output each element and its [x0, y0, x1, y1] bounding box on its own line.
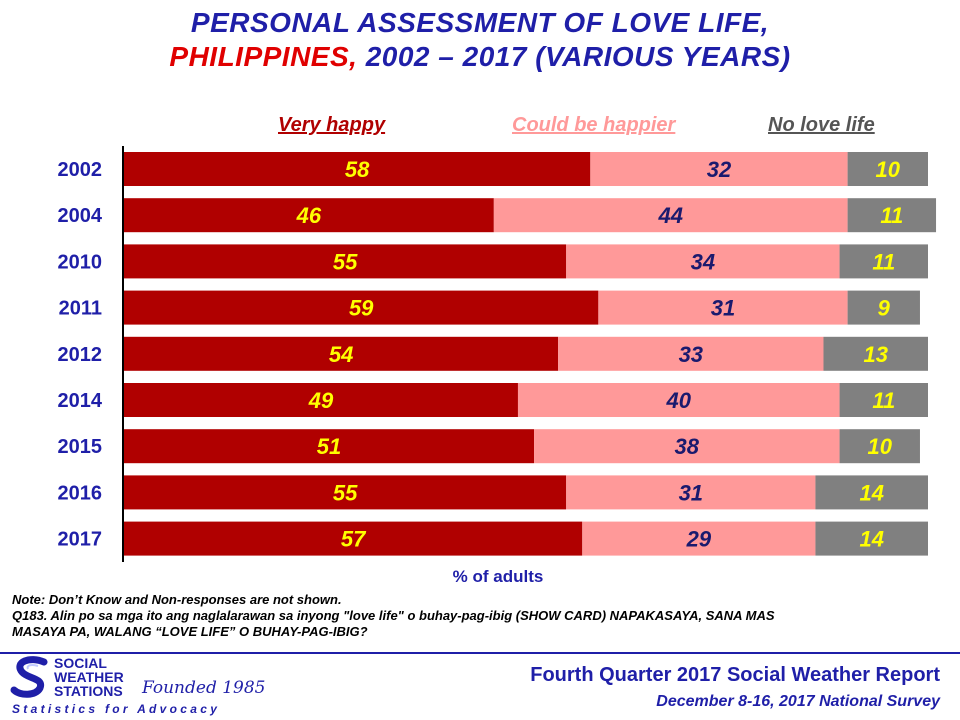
title-country: PHILIPPINES,	[169, 41, 358, 72]
logo-tagline: Statistics for Advocacy	[12, 702, 221, 716]
value-label-could-be-happier-2011: 31	[711, 296, 735, 321]
value-label-could-be-happier-2017: 29	[686, 527, 712, 552]
value-label-very-happy-2012: 54	[329, 342, 353, 367]
bar-no-love-life-2017	[815, 521, 928, 556]
bar-could-be-happier-2014	[517, 383, 840, 417]
year-label-2002: 2002	[58, 159, 103, 181]
title-line-2: PHILIPPINES, 2002 – 2017 (VARIOUS YEARS)	[0, 40, 960, 74]
value-label-very-happy-2017: 57	[341, 527, 367, 552]
bar-very-happy-2002	[124, 152, 591, 186]
year-label-2011: 2011	[59, 298, 102, 320]
value-label-no-love-life-2011: 9	[878, 296, 891, 321]
footer-divider	[0, 652, 960, 654]
bar-could-be-happier-2004	[493, 198, 848, 233]
value-label-could-be-happier-2002: 32	[707, 157, 732, 182]
value-label-no-love-life-2012: 13	[863, 342, 887, 367]
value-label-no-love-life-2010: 11	[872, 249, 895, 274]
note-question-line-2: MASAYA PA, WALANG “LOVE LIFE” O BUHAY-PA…	[12, 624, 368, 639]
bar-no-love-life-2004	[847, 198, 937, 233]
bar-no-love-life-2014	[839, 383, 928, 417]
value-label-very-happy-2015: 51	[317, 434, 341, 459]
value-label-could-be-happier-2004: 44	[657, 203, 682, 228]
bar-no-love-life-2002	[847, 152, 928, 186]
chart-title: PERSONAL ASSESSMENT OF LOVE LIFE, PHILIP…	[0, 6, 960, 74]
logo-stations: STATIONS	[54, 683, 123, 699]
value-label-no-love-life-2002: 10	[876, 157, 901, 182]
bar-very-happy-2016	[124, 475, 567, 510]
value-label-could-be-happier-2010: 34	[691, 249, 715, 274]
bar-no-love-life-2015	[839, 429, 920, 464]
title-years: 2002 – 2017 (VARIOUS YEARS)	[357, 41, 791, 72]
bar-could-be-happier-2017	[582, 521, 816, 556]
bar-no-love-life-2011	[847, 290, 920, 325]
bar-could-be-happier-2002	[590, 152, 848, 186]
year-label-2015: 2015	[58, 436, 103, 458]
value-label-very-happy-2011: 59	[349, 296, 374, 321]
value-label-no-love-life-2014: 11	[872, 388, 895, 413]
sws-s-logo-icon	[10, 656, 48, 698]
bar-very-happy-2011	[124, 290, 599, 325]
year-label-2004: 2004	[58, 205, 103, 227]
legend-no-love-life: No love life	[768, 114, 875, 136]
logo-social: SOCIAL	[54, 655, 107, 671]
value-label-could-be-happier-2012: 33	[679, 342, 703, 367]
value-label-very-happy-2002: 58	[345, 157, 370, 182]
title-line-1: PERSONAL ASSESSMENT OF LOVE LIFE,	[190, 7, 770, 38]
bar-very-happy-2010	[124, 244, 567, 279]
value-label-no-love-life-2016: 14	[859, 480, 883, 505]
year-label-2016: 2016	[58, 482, 103, 504]
value-label-very-happy-2004: 46	[296, 203, 322, 228]
bar-no-love-life-2012	[823, 336, 928, 371]
sws-logo: SOCIAL WEATHER STATIONS Founded 1985 Sta…	[10, 656, 280, 718]
bar-no-love-life-2016	[815, 475, 928, 510]
x-axis-label: % of adults	[453, 567, 544, 586]
survey-dates: December 8-16, 2017 National Survey	[656, 693, 940, 710]
bar-could-be-happier-2015	[534, 429, 840, 464]
bar-very-happy-2017	[124, 521, 583, 556]
value-label-very-happy-2016: 55	[333, 480, 358, 505]
legend-could-be-happier: Could be happier	[512, 114, 676, 136]
year-label-2017: 2017	[58, 529, 103, 551]
bar-could-be-happier-2012	[558, 336, 824, 371]
logo-weather: WEATHER	[54, 669, 124, 685]
note-nonresponse: Note: Don’t Know and Non-responses are n…	[12, 592, 342, 607]
year-label-2010: 2010	[58, 251, 103, 273]
legend-very-happy: Very happy	[278, 114, 386, 136]
value-label-no-love-life-2004: 11	[880, 203, 903, 228]
bar-very-happy-2004	[124, 198, 494, 233]
value-label-could-be-happier-2015: 38	[675, 434, 700, 459]
note-question-line-1: Q183. Alin po sa mga ito ang naglalarawa…	[12, 608, 775, 623]
bar-very-happy-2015	[124, 429, 535, 464]
value-label-could-be-happier-2014: 40	[666, 388, 692, 413]
stacked-bar-chart: 2002 58 32 10 2004 46 44 11 2010 55 34 11 2011 59 31 9 2…	[58, 146, 937, 586]
notes: Note: Don’t Know and Non-responses are n…	[12, 592, 952, 640]
bar-could-be-happier-2010	[566, 244, 840, 279]
bar-very-happy-2014	[124, 383, 518, 417]
bar-could-be-happier-2011	[598, 290, 848, 325]
bar-very-happy-2012	[124, 336, 559, 371]
logo-founded: Founded 1985	[142, 678, 266, 698]
value-label-no-love-life-2015: 10	[868, 434, 893, 459]
value-label-no-love-life-2017: 14	[859, 527, 883, 552]
value-label-very-happy-2014: 49	[308, 388, 334, 413]
value-label-could-be-happier-2016: 31	[679, 480, 703, 505]
year-label-2014: 2014	[58, 390, 103, 412]
bar-no-love-life-2010	[839, 244, 928, 279]
year-label-2012: 2012	[58, 344, 103, 366]
bar-could-be-happier-2016	[566, 475, 816, 510]
value-label-very-happy-2010: 55	[333, 249, 358, 274]
report-title: Fourth Quarter 2017 Social Weather Repor…	[530, 664, 940, 686]
